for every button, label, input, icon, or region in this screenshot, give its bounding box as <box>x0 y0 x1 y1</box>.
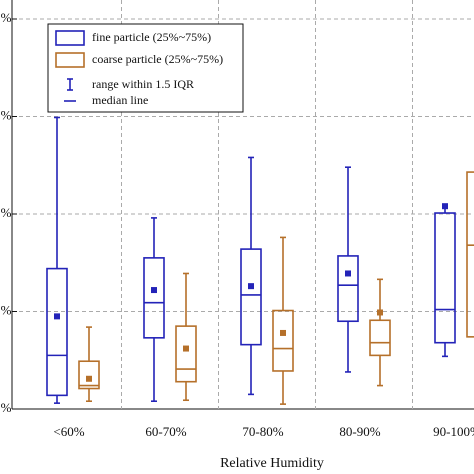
mean-marker <box>280 329 286 336</box>
box <box>175 325 197 383</box>
y-tick-label: % <box>1 205 12 220</box>
x-tick-label: 70-80% <box>242 424 283 439</box>
box <box>434 212 456 344</box>
legend-label: median line <box>92 93 148 107</box>
mean-marker <box>86 375 92 382</box>
box <box>143 257 165 339</box>
x-tick-label: 90-100% <box>433 424 474 439</box>
box <box>466 171 474 338</box>
x-tick-label: <60% <box>53 424 84 439</box>
legend-label: range within 1.5 IQR <box>92 77 194 91</box>
legend-label: fine particle (25%~75%) <box>92 30 211 44</box>
mean-marker <box>442 203 448 210</box>
mean-marker <box>248 283 254 290</box>
legend-swatch <box>55 52 85 68</box>
box <box>369 319 391 357</box>
legend-label: coarse particle (25%~75%) <box>92 52 223 66</box>
mean-marker <box>183 345 189 352</box>
y-tick-label: % <box>1 302 12 317</box>
box <box>240 248 262 346</box>
mean-marker <box>345 270 351 277</box>
mean-marker <box>377 309 383 316</box>
y-tick-label: % <box>1 400 12 415</box>
box <box>46 267 68 397</box>
x-axis-label: Relative Humidity <box>220 456 324 471</box>
legend-box <box>47 23 244 113</box>
legend-swatch <box>55 30 85 46</box>
y-tick-label: % <box>1 107 12 122</box>
x-tick-label: 60-70% <box>145 424 186 439</box>
box <box>78 360 100 390</box>
mean-marker <box>151 287 157 294</box>
x-tick-label: 80-90% <box>339 424 380 439</box>
mean-marker <box>54 313 60 320</box>
box <box>272 309 294 372</box>
y-tick-label: % <box>1 10 12 25</box>
box <box>337 255 359 323</box>
